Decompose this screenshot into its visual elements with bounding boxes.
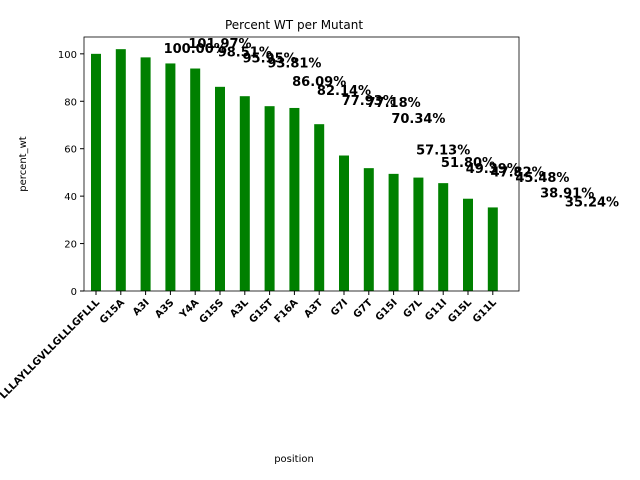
bar <box>388 173 399 291</box>
y-axis-label: percent_wt <box>18 136 29 191</box>
y-tick-label: 100 <box>58 50 77 61</box>
x-tick-label: F16A <box>273 297 301 325</box>
data-label: 101.97% <box>188 37 251 52</box>
bar <box>91 53 101 291</box>
y-tick-label: 80 <box>64 97 77 108</box>
bar <box>264 106 275 291</box>
data-label: 98.51% <box>218 45 272 60</box>
x-tick-label: G15T <box>247 297 275 325</box>
data-label: 70.34% <box>391 112 445 127</box>
bar <box>339 155 349 291</box>
bar <box>115 49 126 292</box>
x-tick-label: G15A <box>98 297 127 326</box>
data-label: 47.82% <box>491 166 545 181</box>
bar <box>413 177 424 291</box>
x-tick-label: LLLAYLLGVLLGLLLGFLLL <box>0 297 103 401</box>
y-tick-label: 40 <box>64 192 77 203</box>
data-label: 49.39% <box>466 162 520 177</box>
bar <box>190 68 201 291</box>
x-tick-label: G15I <box>374 297 400 323</box>
bar <box>487 207 498 291</box>
bar <box>438 183 449 291</box>
data-label: 93.81% <box>267 57 321 72</box>
bar <box>215 86 225 291</box>
data-label: 38.91% <box>540 187 594 202</box>
data-label: 100.00% <box>164 42 227 57</box>
x-axis-label: position <box>274 454 314 465</box>
bar <box>463 198 473 291</box>
plot-frame <box>83 36 520 292</box>
data-label: 95.95% <box>243 51 297 66</box>
data-label: 86.09% <box>292 75 346 90</box>
data-label: 51.80% <box>441 156 495 171</box>
bar <box>289 107 300 291</box>
data-label: 77.93% <box>342 94 396 109</box>
x-tick-label: G15L <box>446 297 474 325</box>
bar <box>140 57 151 291</box>
x-tick-label: A3I <box>131 297 152 318</box>
bar <box>239 96 250 291</box>
x-tick-label: A3T <box>302 297 325 320</box>
data-label: 45.48% <box>515 171 569 186</box>
data-label: 82.14% <box>317 84 371 99</box>
x-tick-label: G7T <box>352 297 375 320</box>
x-tick-label: G11I <box>423 297 449 323</box>
data-label: 35.24% <box>565 195 619 210</box>
data-label: 77.18% <box>367 96 421 111</box>
data-label: 57.13% <box>416 144 470 159</box>
y-tick-label: 60 <box>64 145 77 156</box>
y-tick-label: 0 <box>71 287 77 298</box>
x-tick-label: G7L <box>402 297 425 320</box>
x-tick-label: G7I <box>329 297 350 318</box>
x-tick-label: G11L <box>471 297 499 325</box>
x-tick-label: G15S <box>198 297 227 326</box>
chart-title: Percent WT per Mutant <box>225 18 363 32</box>
bar <box>363 168 374 291</box>
bar <box>165 63 176 291</box>
y-tick-label: 20 <box>64 240 77 251</box>
bar <box>314 124 325 292</box>
x-tick-label: A3S <box>153 297 176 320</box>
